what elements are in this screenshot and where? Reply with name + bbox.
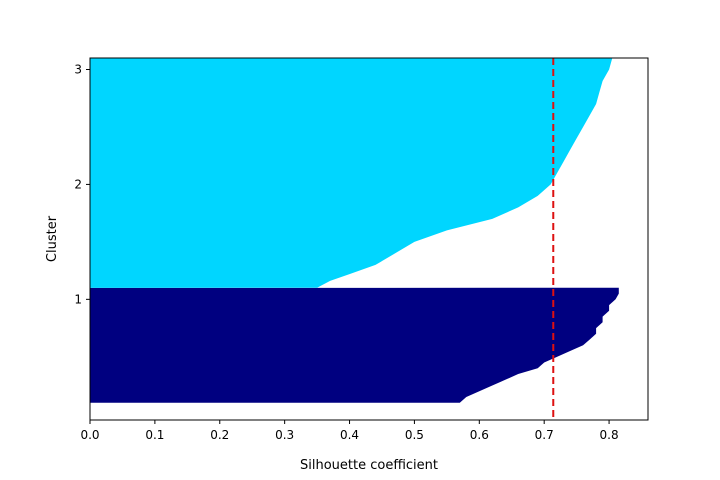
x-tick-label: 0.4: [340, 428, 359, 442]
x-axis: 0.0 0.1 0.2 0.3 0.4 0.5 0.6 0.7 0.8: [80, 420, 619, 442]
y-tick-label: 1: [74, 292, 82, 306]
y-tick-label: 3: [74, 62, 82, 76]
silhouette-bars: [90, 58, 619, 403]
plot-frame: [89, 57, 649, 421]
x-axis-label: Silhouette coefficient: [300, 458, 438, 473]
x-tick-label: 0.5: [405, 428, 424, 442]
x-tick-label: 0.2: [210, 428, 229, 442]
x-tick-label: 0.8: [600, 428, 619, 442]
cluster-2-silhouette: [90, 58, 613, 288]
x-tick-label: 0.0: [80, 428, 99, 442]
y-axis: 1 2 3: [74, 62, 90, 306]
x-tick-label: 0.3: [275, 428, 294, 442]
cluster-1-silhouette: [90, 287, 619, 403]
y-axis-label: Cluster: [45, 215, 60, 262]
x-tick-label: 0.1: [145, 428, 164, 442]
x-tick-label: 0.7: [535, 428, 554, 442]
y-tick-label: 2: [74, 177, 82, 191]
x-tick-label: 0.6: [470, 428, 489, 442]
